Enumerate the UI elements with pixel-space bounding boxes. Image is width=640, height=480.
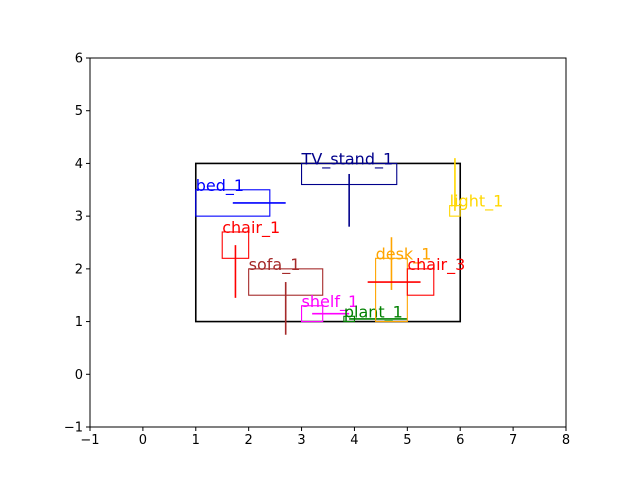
x-axis-ticks: −1 0 1 2 3 4 5 6 7 8 [80,427,570,448]
y-tick-label: 3 [75,210,83,225]
x-tick-label: −1 [80,433,99,448]
y-tick-label: −1 [64,421,83,436]
tv-stand-1-label: TV_stand_1 [301,149,394,169]
x-tick-label: 8 [562,433,570,448]
y-tick-label: 6 [75,52,83,67]
chair-3-label: chair_3 [407,255,465,275]
plot-area: TV_stand_1 bed_1 chair_1 sofa_1shelf_1plant… [194,149,504,335]
y-tick-label: 2 [75,262,83,277]
x-tick-label: 1 [192,433,200,448]
bed-1-label: bed_1 [196,176,244,196]
y-tick-label: 4 [75,157,83,172]
y-tick-label: 0 [75,368,83,383]
x-tick-label: 6 [456,433,464,448]
plant-1-label: plant_1 [344,302,403,322]
y-axis-ticks: −1 0 1 2 3 4 5 6 [64,52,90,436]
x-tick-label: 3 [297,433,305,448]
y-tick-label: 1 [75,315,83,330]
x-tick-label: 2 [245,433,253,448]
x-tick-label: 7 [509,433,517,448]
x-tick-label: 5 [403,433,411,448]
sofa-1-label: sofa_1 [249,255,301,275]
x-tick-label: 0 [139,433,147,448]
light-1-label: light_1 [450,192,504,212]
shelf-1-label: shelf_1 [302,292,359,312]
chair-1-label: chair_1 [222,218,280,238]
x-tick-label: 4 [350,433,358,448]
desk-1-label: desk_1 [376,244,432,264]
y-tick-label: 5 [75,104,83,119]
axes-frame [89,57,567,428]
